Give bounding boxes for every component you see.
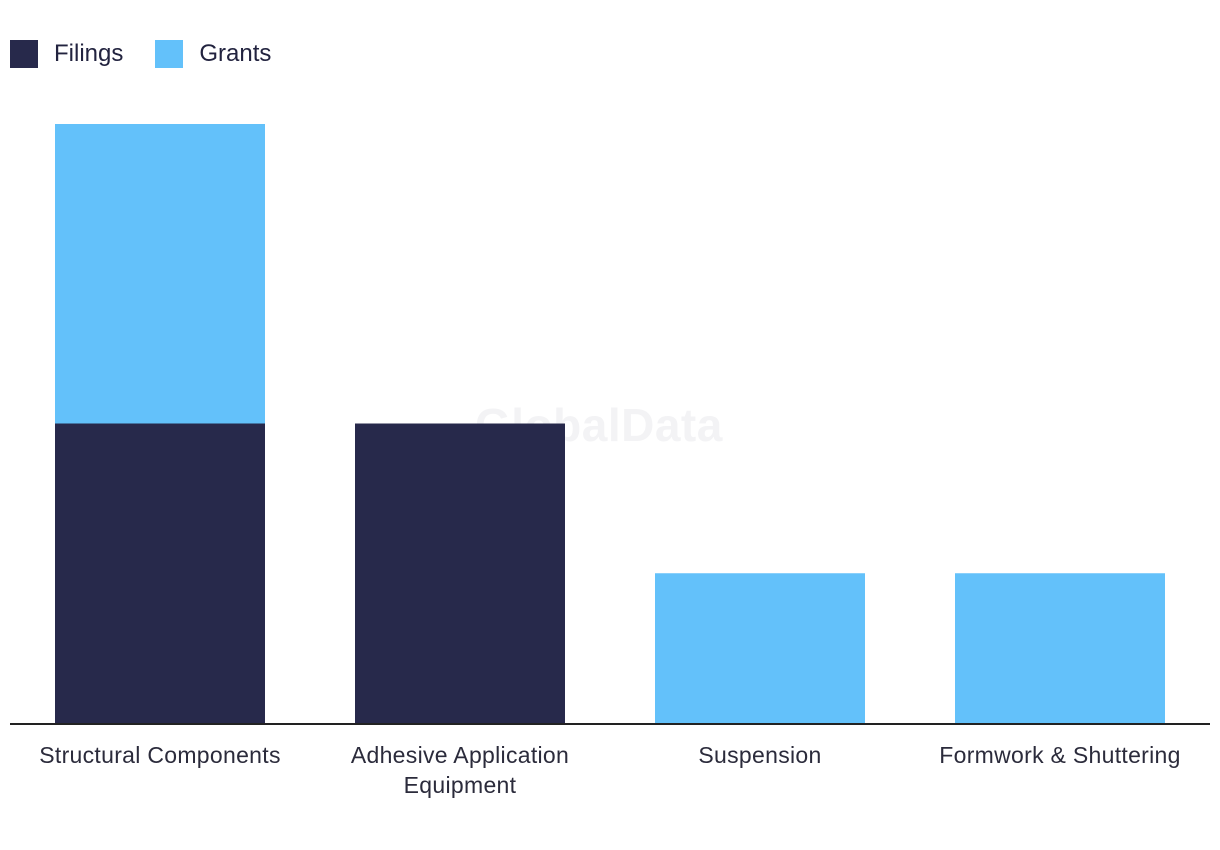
legend-label-grants: Grants <box>199 40 272 67</box>
bar-filings-1 <box>355 423 565 723</box>
x-tick-label: Formwork & Shuttering <box>939 742 1181 768</box>
legend-swatch-grants <box>155 40 184 68</box>
bar-grants-3 <box>955 573 1165 723</box>
x-tick-label: Adhesive Application Equipment <box>350 742 570 798</box>
x-tick-label: Suspension <box>698 742 822 768</box>
legend-label-filings: Filings <box>54 40 124 67</box>
legend-item-grants: Grants <box>155 40 271 68</box>
bars-group <box>55 124 1165 723</box>
x-tick-label: Structural Components <box>39 742 281 768</box>
bar-grants-2 <box>655 573 865 723</box>
legend-swatch-filings <box>10 40 38 68</box>
legend-item-filings: Filings <box>10 40 123 68</box>
bar-filings-0 <box>55 423 265 723</box>
bar-grants-0 <box>55 124 265 424</box>
legend: Filings Grants <box>10 40 303 68</box>
